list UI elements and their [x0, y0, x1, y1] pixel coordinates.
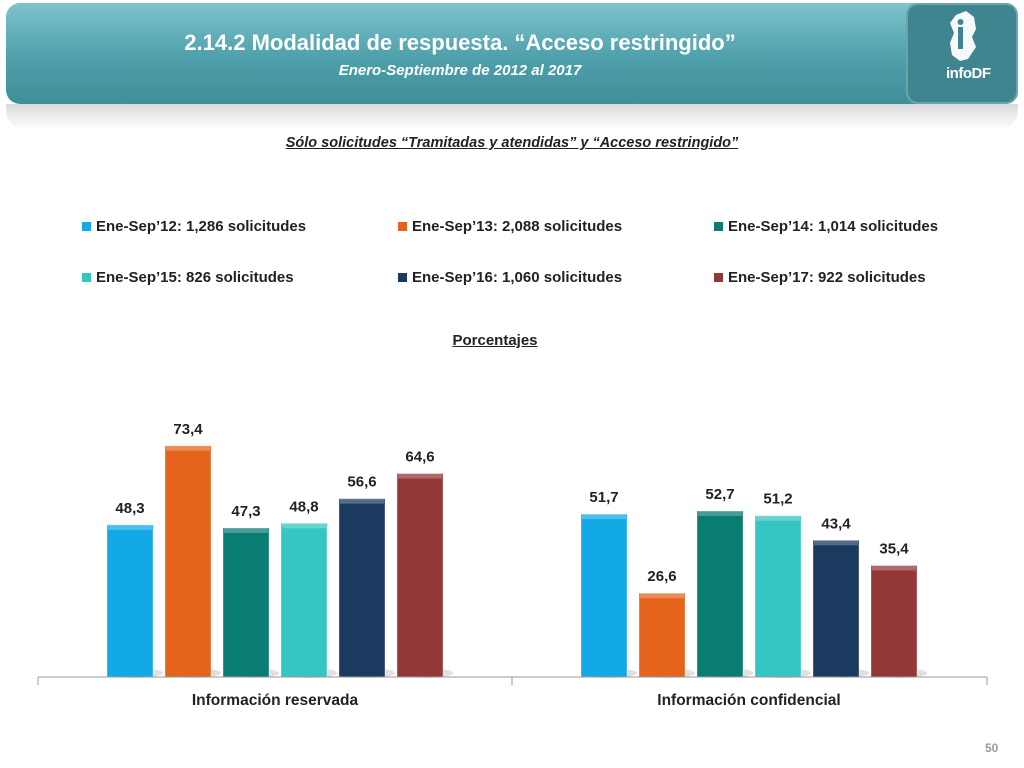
legend-swatch: [398, 273, 407, 282]
bar: [222, 527, 270, 678]
data-label: 43,4: [821, 515, 851, 532]
legend-label: Ene-Sep’16: 1,060 solicitudes: [412, 269, 623, 286]
page-subtitle: Enero-Septiembre de 2012 al 2017: [338, 62, 582, 79]
percent-label: Porcentajes: [452, 332, 538, 349]
bar-highlight: [108, 524, 152, 530]
bar-highlight: [582, 514, 626, 520]
data-label: 47,3: [231, 503, 260, 520]
bar-highlight: [872, 565, 916, 571]
data-label: 51,7: [589, 489, 618, 506]
legend-label: Ene-Sep’14: 1,014 solicitudes: [728, 218, 939, 235]
legend-item: Ene-Sep’14: 1,014 solicitudes: [714, 218, 938, 235]
bar: [812, 539, 860, 678]
bar-highlight: [640, 593, 684, 599]
logo-wordmark: infoDF: [946, 65, 991, 82]
data-label: 73,4: [173, 421, 203, 438]
legend-swatch: [714, 222, 723, 231]
data-label: 51,2: [763, 491, 792, 508]
bar: [106, 524, 154, 678]
data-label: 35,4: [879, 540, 909, 557]
legend-item: Ene-Sep’17: 922 solicitudes: [714, 269, 926, 286]
title-banner: [6, 3, 1018, 104]
category-label: Información confidencial: [657, 692, 840, 709]
data-label: 52,7: [705, 486, 734, 503]
bar: [638, 592, 686, 678]
legend-label: Ene-Sep’17: 922 solicitudes: [728, 269, 926, 286]
city-map-icon: [950, 11, 976, 61]
legend-swatch: [398, 222, 407, 231]
bar-highlight: [224, 528, 268, 534]
bar-highlight: [282, 523, 326, 529]
bar-highlight: [814, 540, 858, 546]
bar: [396, 473, 444, 678]
page-title: 2.14.2 Modalidad de respuesta. “Acceso r…: [184, 30, 736, 55]
data-label: 56,6: [347, 474, 376, 491]
category-label: Información reservada: [192, 692, 359, 709]
legend-item: Ene-Sep’15: 826 solicitudes: [82, 269, 294, 286]
legend-item: Ene-Sep’16: 1,060 solicitudes: [398, 269, 622, 286]
legend-item: Ene-Sep’12: 1,286 solicitudes: [82, 218, 306, 235]
data-label: 48,3: [115, 500, 144, 517]
chart-heading: Sólo solicitudes “Tramitadas y atendidas…: [285, 135, 739, 151]
legend-label: Ene-Sep’13: 2,088 solicitudes: [412, 218, 623, 235]
bar-highlight: [166, 445, 210, 451]
data-label: 64,6: [405, 449, 434, 466]
bar: [580, 513, 628, 678]
bar-highlight: [340, 498, 384, 504]
bar: [870, 564, 918, 678]
bar-highlight: [698, 510, 742, 516]
bar-highlight: [756, 515, 800, 521]
bar: [338, 498, 386, 678]
legend-swatch: [82, 273, 91, 282]
legend-label: Ene-Sep’15: 826 solicitudes: [96, 269, 294, 286]
bar: [280, 522, 328, 678]
data-label: 26,6: [647, 568, 676, 585]
bar: [754, 515, 802, 678]
legend-swatch: [714, 273, 723, 282]
bar: [696, 510, 744, 678]
legend-label: Ene-Sep’12: 1,286 solicitudes: [96, 218, 307, 235]
legend-swatch: [82, 222, 91, 231]
infodf-logo: infoDF: [906, 3, 1018, 104]
page-number: 50: [985, 741, 999, 755]
bar-highlight: [398, 473, 442, 479]
banner-shadow: [6, 104, 1018, 130]
data-label: 48,8: [289, 498, 318, 515]
legend-item: Ene-Sep’13: 2,088 solicitudes: [398, 218, 622, 235]
bar: [164, 445, 212, 678]
